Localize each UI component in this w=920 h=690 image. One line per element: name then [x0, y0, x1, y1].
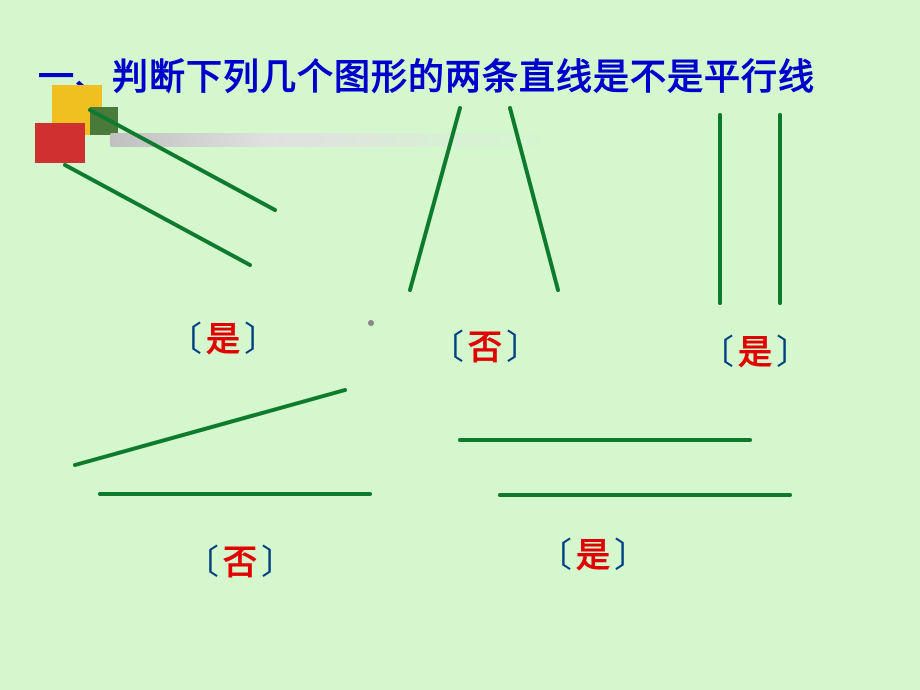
answer-1: 〔是〕 [168, 312, 278, 361]
answer-value-2: 否 [464, 330, 506, 367]
artifact-dot-0 [368, 320, 374, 326]
answer-5: 〔是〕 [538, 528, 648, 577]
answer-2: 〔否〕 [430, 320, 540, 369]
answer-value-5: 是 [572, 538, 614, 575]
answer-3: 〔是〕 [700, 325, 810, 374]
answer-4: 〔否〕 [185, 535, 295, 584]
answer-value-4: 否 [219, 545, 261, 582]
answer-value-3: 是 [734, 335, 776, 372]
answer-value-1: 是 [202, 322, 244, 359]
